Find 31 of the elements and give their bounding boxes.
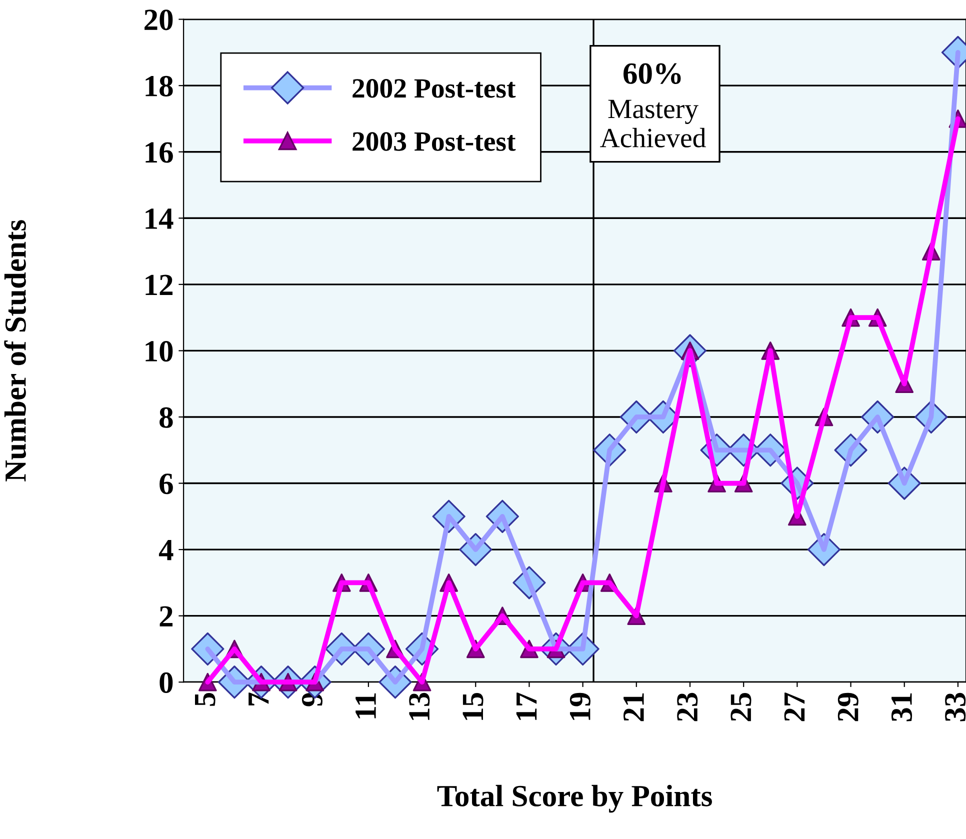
x-tick-label: 15 [462, 692, 484, 720]
x-tick-label: 27 [784, 692, 805, 722]
annotation: 60% [624, 63, 681, 84]
y-tick-label: 0 [160, 672, 173, 694]
y-tick-label: 20 [144, 10, 173, 30]
x-tick-label: 25 [730, 692, 752, 722]
y-tick-label: 10 [146, 340, 173, 362]
y-tick-label: 18 [146, 76, 173, 96]
x-tick-label: 7 [248, 692, 269, 706]
legend-label: 2003 Post-test [352, 132, 516, 151]
x-tick-label: 11 [356, 693, 376, 718]
x-tick-label: 23 [677, 692, 698, 722]
y-tick-label: 12 [146, 274, 173, 296]
y-tick-label: 14 [146, 208, 174, 229]
x-tick-label: 29 [838, 692, 858, 722]
y-axis-title: Number of Students [4, 220, 26, 482]
x-tick-label: 19 [570, 692, 590, 720]
x-axis-title: Total Score by Points [437, 784, 712, 813]
y-tick-label: 16 [146, 142, 173, 163]
annotation: Mastery Achieved [600, 100, 706, 148]
x-tick-label: 17 [516, 692, 537, 720]
x-tick-label: 13 [409, 692, 430, 720]
x-tick-label: 33 [945, 692, 966, 722]
x-tick-label: 31 [891, 693, 912, 722]
legend-label: 2002 Post-test [352, 79, 516, 98]
y-tick-label: 2 [160, 606, 173, 626]
y-tick-label: 6 [160, 474, 173, 494]
y-tick-label: 8 [160, 407, 173, 428]
y-tick-label: 4 [158, 540, 174, 560]
x-tick-label: 21 [624, 693, 644, 722]
x-tick-label: 5 [194, 692, 216, 706]
